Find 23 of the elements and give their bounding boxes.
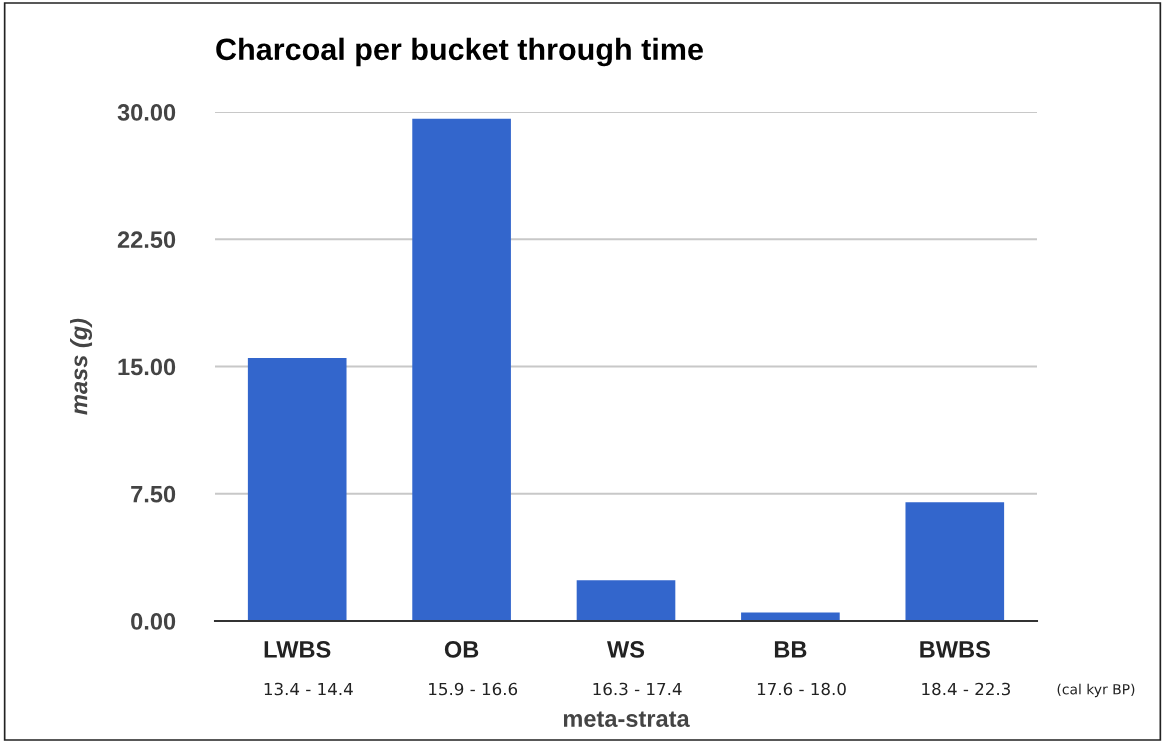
chart-title: Charcoal per bucket through time (216, 37, 703, 67)
text: 13.4 - 14.4 (264, 682, 353, 696)
bar (412, 118, 511, 621)
x-tick-label: OB (444, 641, 479, 658)
x-axis-title: meta-strata (563, 711, 690, 728)
y-tick-label: 30.00 (117, 104, 176, 121)
y-tick-label: 22.50 (117, 231, 176, 249)
text: 16.3 - 17.4 (593, 682, 682, 696)
text: 18.4 - 22.3 (922, 682, 1010, 696)
text: (cal kyr BP) (1057, 683, 1135, 698)
bar (905, 502, 1005, 621)
y-tick-label: 7.50 (131, 485, 176, 503)
y-tick-label: 15.00 (118, 358, 176, 376)
x-tick-label: BB (774, 641, 807, 658)
x-tick-label: LWBS (264, 641, 331, 658)
y-tick-label: 0.00 (131, 613, 176, 630)
x-tick-label: WS (607, 641, 645, 658)
text: 15.9 - 16.6 (429, 682, 518, 696)
bar (576, 580, 676, 621)
x-tick-label: BWBS (920, 641, 990, 658)
bar (247, 358, 347, 621)
text: 17.6 - 18.0 (757, 682, 846, 696)
y-axis-title: mass (g) (70, 318, 93, 415)
